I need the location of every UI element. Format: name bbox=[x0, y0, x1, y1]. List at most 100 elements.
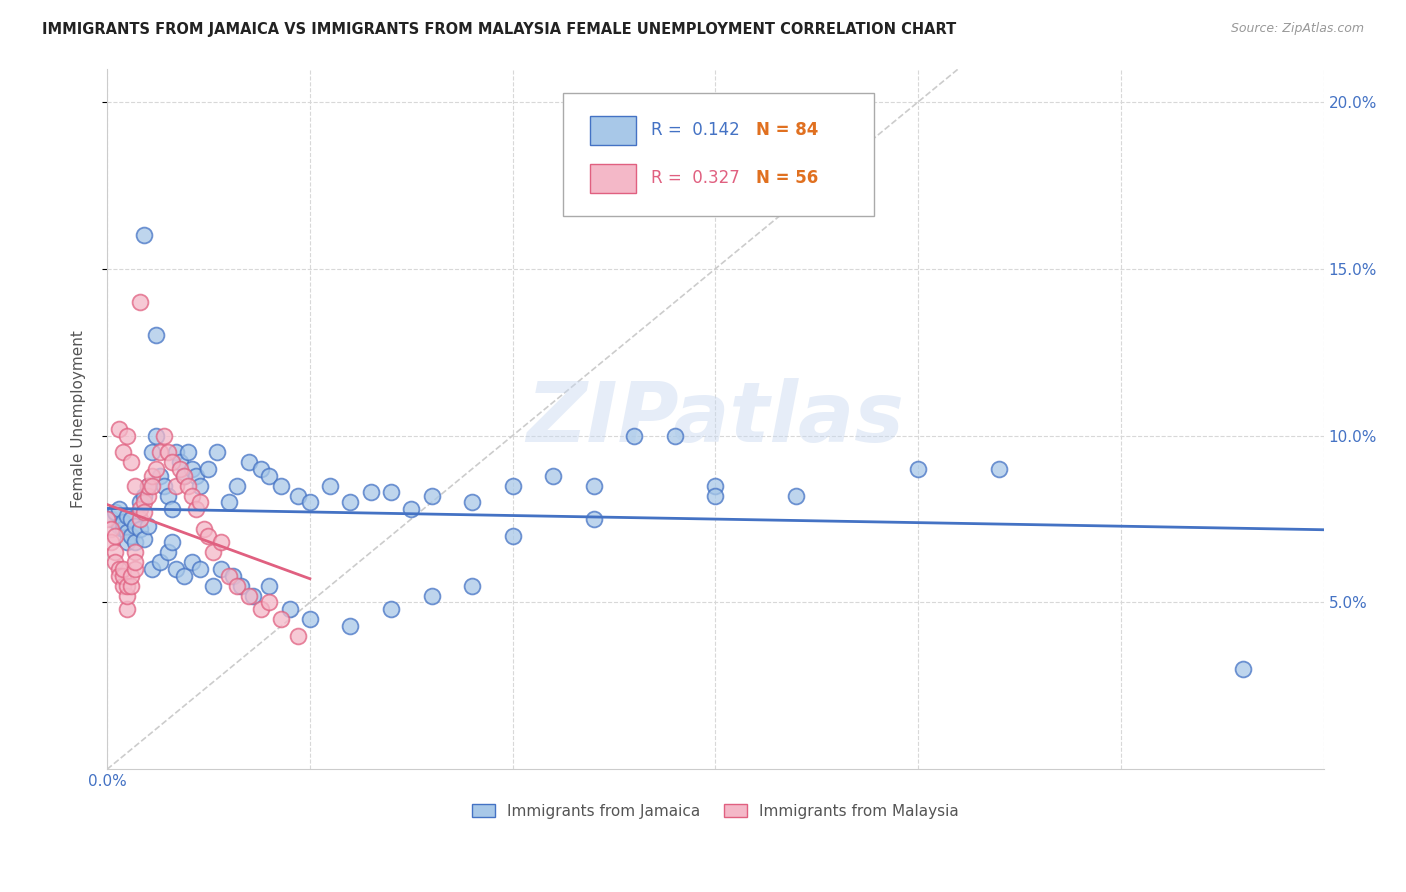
Point bbox=[201, 545, 224, 559]
Point bbox=[238, 589, 260, 603]
Point bbox=[112, 562, 135, 576]
Point bbox=[229, 579, 252, 593]
Point bbox=[298, 612, 321, 626]
Point bbox=[132, 505, 155, 519]
Point bbox=[153, 428, 176, 442]
Point bbox=[153, 478, 176, 492]
Point bbox=[259, 595, 281, 609]
Point bbox=[380, 602, 402, 616]
Point bbox=[141, 562, 163, 576]
Point bbox=[128, 502, 150, 516]
Point bbox=[124, 478, 146, 492]
Point bbox=[112, 579, 135, 593]
Point bbox=[502, 529, 524, 543]
Y-axis label: Female Unemployment: Female Unemployment bbox=[72, 330, 86, 508]
Point bbox=[120, 579, 142, 593]
Point bbox=[339, 495, 361, 509]
Point bbox=[136, 478, 159, 492]
Point bbox=[287, 629, 309, 643]
Point bbox=[339, 619, 361, 633]
Point bbox=[132, 228, 155, 243]
Point bbox=[124, 555, 146, 569]
Point bbox=[108, 568, 131, 582]
Point bbox=[193, 522, 215, 536]
Point bbox=[177, 478, 200, 492]
Point bbox=[186, 468, 208, 483]
Point bbox=[128, 522, 150, 536]
Point bbox=[461, 495, 484, 509]
Point bbox=[145, 328, 167, 343]
Point bbox=[120, 568, 142, 582]
Point bbox=[104, 555, 127, 569]
Point bbox=[124, 518, 146, 533]
Point bbox=[104, 545, 127, 559]
Point bbox=[132, 532, 155, 546]
Point bbox=[205, 445, 228, 459]
Point bbox=[120, 455, 142, 469]
Point bbox=[181, 462, 204, 476]
Point bbox=[177, 445, 200, 459]
Point bbox=[664, 428, 686, 442]
Text: Source: ZipAtlas.com: Source: ZipAtlas.com bbox=[1230, 22, 1364, 36]
Point bbox=[461, 579, 484, 593]
Point bbox=[623, 428, 645, 442]
Point bbox=[218, 568, 240, 582]
Point bbox=[250, 602, 273, 616]
Text: R =  0.142: R = 0.142 bbox=[651, 121, 740, 139]
Point bbox=[132, 489, 155, 503]
Point bbox=[181, 489, 204, 503]
Point bbox=[319, 478, 342, 492]
Point bbox=[165, 445, 187, 459]
Text: R =  0.327: R = 0.327 bbox=[651, 169, 740, 187]
Point bbox=[380, 485, 402, 500]
Point bbox=[160, 535, 183, 549]
Point bbox=[907, 462, 929, 476]
Point bbox=[173, 468, 195, 483]
Point bbox=[112, 522, 135, 536]
Point bbox=[100, 522, 122, 536]
Point bbox=[188, 478, 211, 492]
Point bbox=[100, 535, 122, 549]
Point bbox=[278, 602, 301, 616]
Point bbox=[117, 508, 139, 523]
Point bbox=[225, 579, 247, 593]
Point bbox=[104, 505, 127, 519]
Point bbox=[117, 589, 139, 603]
Point bbox=[124, 562, 146, 576]
Point bbox=[117, 525, 139, 540]
Point bbox=[242, 589, 264, 603]
Point bbox=[136, 478, 159, 492]
Point bbox=[149, 468, 172, 483]
Point bbox=[112, 445, 135, 459]
Point bbox=[360, 485, 382, 500]
Point bbox=[197, 462, 219, 476]
Point bbox=[112, 516, 135, 530]
Point bbox=[108, 562, 131, 576]
Point bbox=[259, 579, 281, 593]
Point bbox=[117, 579, 139, 593]
Point bbox=[160, 502, 183, 516]
Point bbox=[173, 568, 195, 582]
Point bbox=[141, 478, 163, 492]
Point bbox=[704, 478, 727, 492]
Point bbox=[117, 428, 139, 442]
Point bbox=[160, 455, 183, 469]
Point bbox=[785, 489, 807, 503]
Point bbox=[298, 495, 321, 509]
Point bbox=[399, 502, 422, 516]
Legend: Immigrants from Jamaica, Immigrants from Malaysia: Immigrants from Jamaica, Immigrants from… bbox=[467, 797, 965, 825]
Point bbox=[145, 462, 167, 476]
Point bbox=[124, 535, 146, 549]
Point bbox=[270, 612, 292, 626]
Point bbox=[209, 562, 232, 576]
Point bbox=[225, 478, 247, 492]
Point bbox=[108, 502, 131, 516]
Text: IMMIGRANTS FROM JAMAICA VS IMMIGRANTS FROM MALAYSIA FEMALE UNEMPLOYMENT CORRELAT: IMMIGRANTS FROM JAMAICA VS IMMIGRANTS FR… bbox=[42, 22, 956, 37]
Point bbox=[420, 489, 443, 503]
Point bbox=[270, 478, 292, 492]
FancyBboxPatch shape bbox=[564, 93, 873, 216]
Text: ZIPatlas: ZIPatlas bbox=[526, 378, 904, 459]
Point bbox=[141, 468, 163, 483]
Point bbox=[222, 568, 245, 582]
Point bbox=[420, 589, 443, 603]
